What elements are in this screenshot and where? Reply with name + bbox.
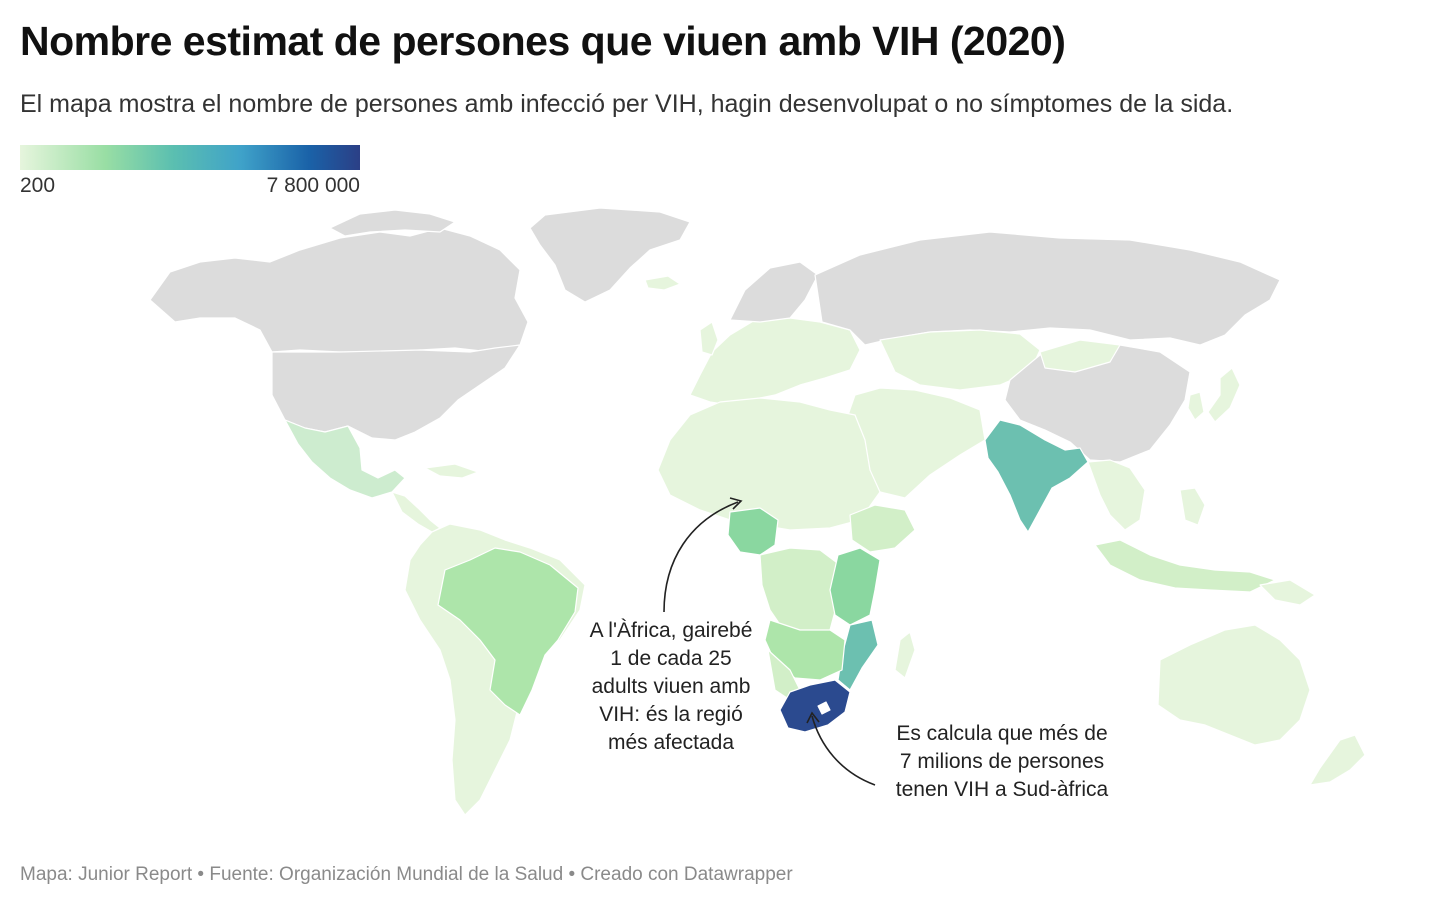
region-north-africa[interactable] (657, 397, 881, 531)
africa-annotation: A l'Àfrica, gairebé 1 de cada 25 adults … (568, 617, 774, 757)
color-legend-bar (20, 145, 360, 170)
region-mexico[interactable] (284, 419, 406, 499)
south-africa-annotation-line: 7 milions de persones (899, 750, 1105, 773)
region-caribbean[interactable] (424, 463, 479, 479)
region-india[interactable] (984, 419, 1089, 533)
region-philippines[interactable] (1179, 487, 1206, 526)
region-canada-islands[interactable] (329, 209, 456, 237)
region-japan[interactable] (1207, 367, 1241, 423)
region-mongolia[interactable] (1039, 339, 1121, 373)
region-lesotho[interactable] (817, 701, 831, 715)
region-southeast-asia[interactable] (1087, 459, 1146, 531)
region-south-africa[interactable] (779, 679, 851, 733)
region-usa[interactable] (271, 344, 521, 441)
south-africa-annotation-line: Es calcula que més de (896, 722, 1108, 745)
legend-min-label: 200 (20, 174, 56, 197)
africa-arrow-head (729, 497, 743, 510)
region-scandinavia[interactable] (729, 261, 819, 323)
region-iceland[interactable] (644, 275, 681, 291)
region-new-zealand[interactable] (1309, 734, 1366, 786)
legend-max-label: 7 800 000 (266, 174, 360, 197)
africa-annotation-arrow (663, 501, 739, 613)
region-korea[interactable] (1187, 391, 1205, 421)
chart-title: Nombre estimat de persones que viuen amb… (20, 18, 1066, 64)
region-australia[interactable] (1157, 624, 1311, 746)
region-central-america[interactable] (391, 491, 441, 533)
chart-subtitle: El mapa mostra el nombre de persones amb… (20, 90, 1234, 118)
south-africa-arrow-head (806, 711, 820, 724)
region-horn-africa[interactable] (849, 504, 916, 553)
south-africa-annotation: Es calcula que més de 7 milions de perso… (862, 720, 1142, 804)
africa-annotation-line: adults viuen amb (591, 675, 751, 698)
africa-annotation-line: A l'Àfrica, gairebé (589, 619, 753, 642)
region-uk[interactable] (699, 321, 719, 356)
region-russia[interactable] (814, 231, 1281, 346)
south-africa-annotation-arrow (811, 715, 876, 786)
region-east-africa[interactable] (829, 547, 881, 626)
region-nigeria[interactable] (727, 507, 779, 556)
south-africa-annotation-line: tenen VIH a Sud-àfrica (895, 778, 1109, 801)
africa-annotation-line: 1 de cada 25 (610, 647, 732, 670)
region-png[interactable] (1259, 579, 1316, 606)
africa-annotation-line: més afectada (607, 731, 735, 754)
africa-annotation-line: VIH: és la regió (599, 703, 743, 726)
footer-credits: Mapa: Junior Report • Fuente: Organizaci… (20, 864, 793, 885)
region-madagascar[interactable] (894, 631, 916, 679)
region-indonesia[interactable] (1094, 539, 1276, 593)
region-canada[interactable] (149, 227, 529, 353)
region-greenland[interactable] (529, 207, 691, 303)
region-brazil[interactable] (437, 547, 579, 716)
